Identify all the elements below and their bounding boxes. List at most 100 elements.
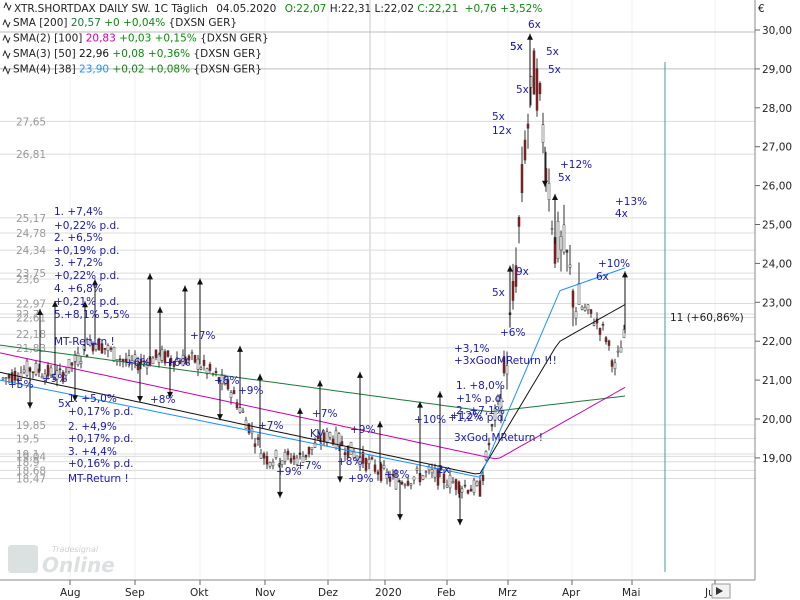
annotation-label: MT-Return ! (68, 473, 129, 485)
annotation-label: +9% (348, 473, 373, 485)
candle-body (190, 352, 194, 354)
candle-body (616, 350, 620, 353)
candle-body (139, 358, 143, 364)
level-label: 23,75 (16, 268, 46, 280)
candle-body (310, 447, 314, 450)
legend-entry[interactable]: SMA(2) [100] 20,83 +0,03 +0,15% {DXSN GE… (13, 33, 269, 45)
candle-body (208, 363, 212, 371)
candle-body (463, 484, 467, 487)
level-label: 25,17 (16, 213, 46, 225)
candle-body (355, 455, 359, 461)
candle-body (106, 345, 110, 351)
annotation-label: +0,17% p.d. (68, 433, 134, 445)
candle-body (40, 376, 44, 379)
level-label: 22,18 (16, 329, 46, 341)
candle-body (133, 354, 137, 363)
candles (1, 48, 626, 499)
annotation-label: +0,22% p.d. (54, 220, 120, 232)
candle-body (460, 488, 464, 493)
annotation-label: 12x (492, 125, 512, 137)
annotation-label: 5x (516, 84, 529, 96)
candle-body (385, 472, 389, 479)
candle-body (274, 449, 278, 458)
candle-body (565, 250, 569, 253)
candle-body (559, 236, 563, 251)
arrow-up-icon (257, 373, 263, 380)
arrow-up-icon (417, 401, 423, 408)
y-tick-label: 28,00 (762, 103, 792, 115)
arrow-up-icon (377, 421, 383, 428)
x-tick-label: Apr (562, 587, 581, 599)
annotation-label: +8% (150, 394, 175, 406)
candle-body (172, 361, 176, 367)
candle-body (259, 452, 263, 459)
candle-body (487, 443, 491, 446)
candle-body (469, 488, 473, 492)
x-tick-label: Nov (255, 587, 276, 599)
candle-body (523, 139, 527, 161)
candle-body (601, 324, 605, 326)
legend-entry[interactable]: SMA(3) [50] 22,96 +0,08 +0,36% {DXSN GER… (13, 48, 262, 60)
x-tick-label: Okt (190, 587, 208, 599)
legend-change: +0 +0,04% (101, 17, 169, 29)
annotation-label: 1. +7,4% (54, 206, 103, 218)
candle-body (4, 377, 8, 380)
currency-label: € (758, 3, 765, 15)
candle-body (412, 476, 416, 481)
candle-body (592, 323, 596, 326)
candle-body (283, 452, 287, 462)
candle-body (1, 377, 5, 380)
arrow-up-icon (182, 285, 188, 292)
annotation-label: 5x (492, 287, 505, 299)
legend-name: SMA(3) [50] (13, 48, 79, 60)
annotation-label: 6x (528, 19, 541, 31)
candle-body (64, 371, 68, 376)
annotation-label: 5x (492, 111, 505, 123)
level-label: 18,9 (16, 457, 39, 469)
legend-entry[interactable]: SMA [200] 20,57 +0 +0,04% {DXSN GER} (13, 17, 237, 29)
annotation-label: 5x (510, 41, 523, 53)
candle-body (232, 390, 236, 395)
candle-body (505, 365, 509, 375)
level-label: 19,04 (16, 451, 46, 463)
candle-body (160, 349, 164, 361)
candle-body (541, 124, 545, 143)
y-tick-label: 24,00 (762, 258, 792, 270)
header-change: +0,76 +3,52% (465, 3, 543, 15)
level-label: 22,61 (16, 312, 46, 324)
candle-body (379, 463, 383, 481)
indicator-icon (2, 65, 11, 75)
x-tick-label: Mrz (498, 587, 517, 599)
candle-body (613, 362, 617, 370)
price-axis-bg (755, 0, 800, 600)
annotation-label: 6x (596, 271, 609, 283)
indicator-icon (2, 49, 11, 60)
legend-source: {DXSN GER} (193, 64, 262, 76)
arrow-marks (27, 33, 628, 526)
candle-body (103, 348, 107, 350)
legend-value: 20,57 (71, 17, 101, 29)
arrow-up-icon (157, 306, 163, 313)
legend-entry[interactable]: SMA(4) [38] 23,90 +0,02 +0,08% {DXSN GER… (13, 64, 262, 76)
candle-body (334, 430, 338, 449)
candle-body (49, 367, 53, 376)
annotation-label: +5% (8, 379, 33, 391)
candle-body (499, 398, 503, 417)
level-label: 19,5 (16, 433, 39, 445)
level-label: 21,83 (16, 343, 46, 355)
annotation-label: +9% (350, 424, 375, 436)
level-label: 27,65 (16, 116, 46, 128)
candle-body (313, 442, 317, 448)
candle-body (325, 431, 329, 443)
candle-body (295, 457, 299, 466)
arrow-up-icon (552, 193, 558, 200)
candle-body (286, 450, 290, 456)
candle-body (193, 355, 197, 363)
candle-body (70, 362, 74, 366)
candle-body (109, 347, 113, 350)
x-tick-label: Mai (622, 587, 640, 599)
candle-body (130, 360, 134, 365)
scroll-right-button[interactable] (711, 583, 731, 599)
candle-body (532, 50, 536, 95)
